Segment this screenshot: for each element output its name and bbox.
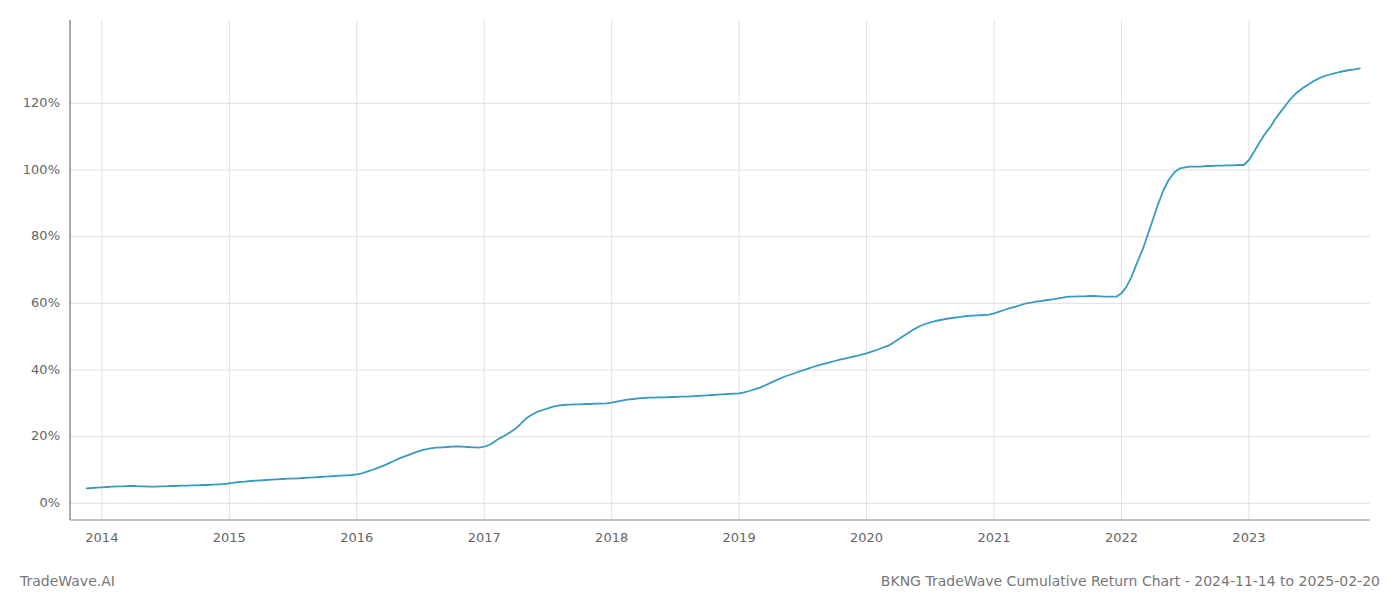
y-tick-label: 120% bbox=[23, 95, 60, 110]
x-grid-line bbox=[866, 20, 867, 520]
chart-container: 0% 20% 40% 60% 80% 100% 120% 2014 2015 2016 2017 20… bbox=[0, 0, 1400, 600]
y-tick-label: 80% bbox=[31, 228, 60, 243]
y-grid-line bbox=[70, 503, 1370, 504]
x-tick-label: 2020 bbox=[850, 530, 883, 545]
x-grid-line bbox=[101, 20, 102, 520]
grid bbox=[70, 20, 1370, 520]
axes: 0% 20% 40% 60% 80% 100% 120% 2014 2015 2016 2017 20… bbox=[23, 20, 1370, 545]
chart-svg: 0% 20% 40% 60% 80% 100% 120% 2014 2015 2016 2017 20… bbox=[0, 0, 1400, 600]
y-tick-label: 100% bbox=[23, 162, 60, 177]
y-tick-label: 60% bbox=[31, 295, 60, 310]
y-tick-label: 40% bbox=[31, 362, 60, 377]
x-tick-label: 2015 bbox=[213, 530, 246, 545]
watermark: TradeWave.AI bbox=[19, 573, 115, 589]
x-tick-label: 2021 bbox=[977, 530, 1010, 545]
footer-texts: TradeWave.AI BKNG TradeWave Cumulative Re… bbox=[19, 573, 1380, 589]
x-tick-label: 2018 bbox=[595, 530, 628, 545]
x-grid-line bbox=[1248, 20, 1249, 520]
y-tick-label: 0% bbox=[39, 495, 60, 510]
x-tick-label: 2017 bbox=[468, 530, 501, 545]
x-grid-line bbox=[994, 20, 995, 520]
x-tick-label: 2022 bbox=[1105, 530, 1138, 545]
x-grid-line bbox=[484, 20, 485, 520]
x-tick-label: 2014 bbox=[85, 530, 118, 545]
x-grid-line bbox=[1121, 20, 1122, 520]
y-axis-line bbox=[70, 20, 71, 520]
x-tick-label: 2019 bbox=[723, 530, 756, 545]
y-tick-label: 20% bbox=[31, 428, 60, 443]
x-tick-label: 2016 bbox=[340, 530, 373, 545]
return-line bbox=[87, 68, 1360, 488]
y-grid-line bbox=[70, 236, 1370, 237]
y-grid-line bbox=[70, 170, 1370, 171]
y-grid-line bbox=[70, 436, 1370, 437]
y-grid-line bbox=[70, 103, 1370, 104]
x-grid-line bbox=[611, 20, 612, 520]
chart-title: BKNG TradeWave Cumulative Return Chart -… bbox=[881, 573, 1380, 589]
x-axis-line bbox=[70, 520, 1370, 521]
x-grid-line bbox=[356, 20, 357, 520]
plot-area bbox=[87, 68, 1360, 488]
x-grid-line bbox=[739, 20, 740, 520]
x-tick-label: 2023 bbox=[1232, 530, 1265, 545]
x-grid-line bbox=[229, 20, 230, 520]
y-grid-line bbox=[70, 303, 1370, 304]
y-grid-line bbox=[70, 370, 1370, 371]
